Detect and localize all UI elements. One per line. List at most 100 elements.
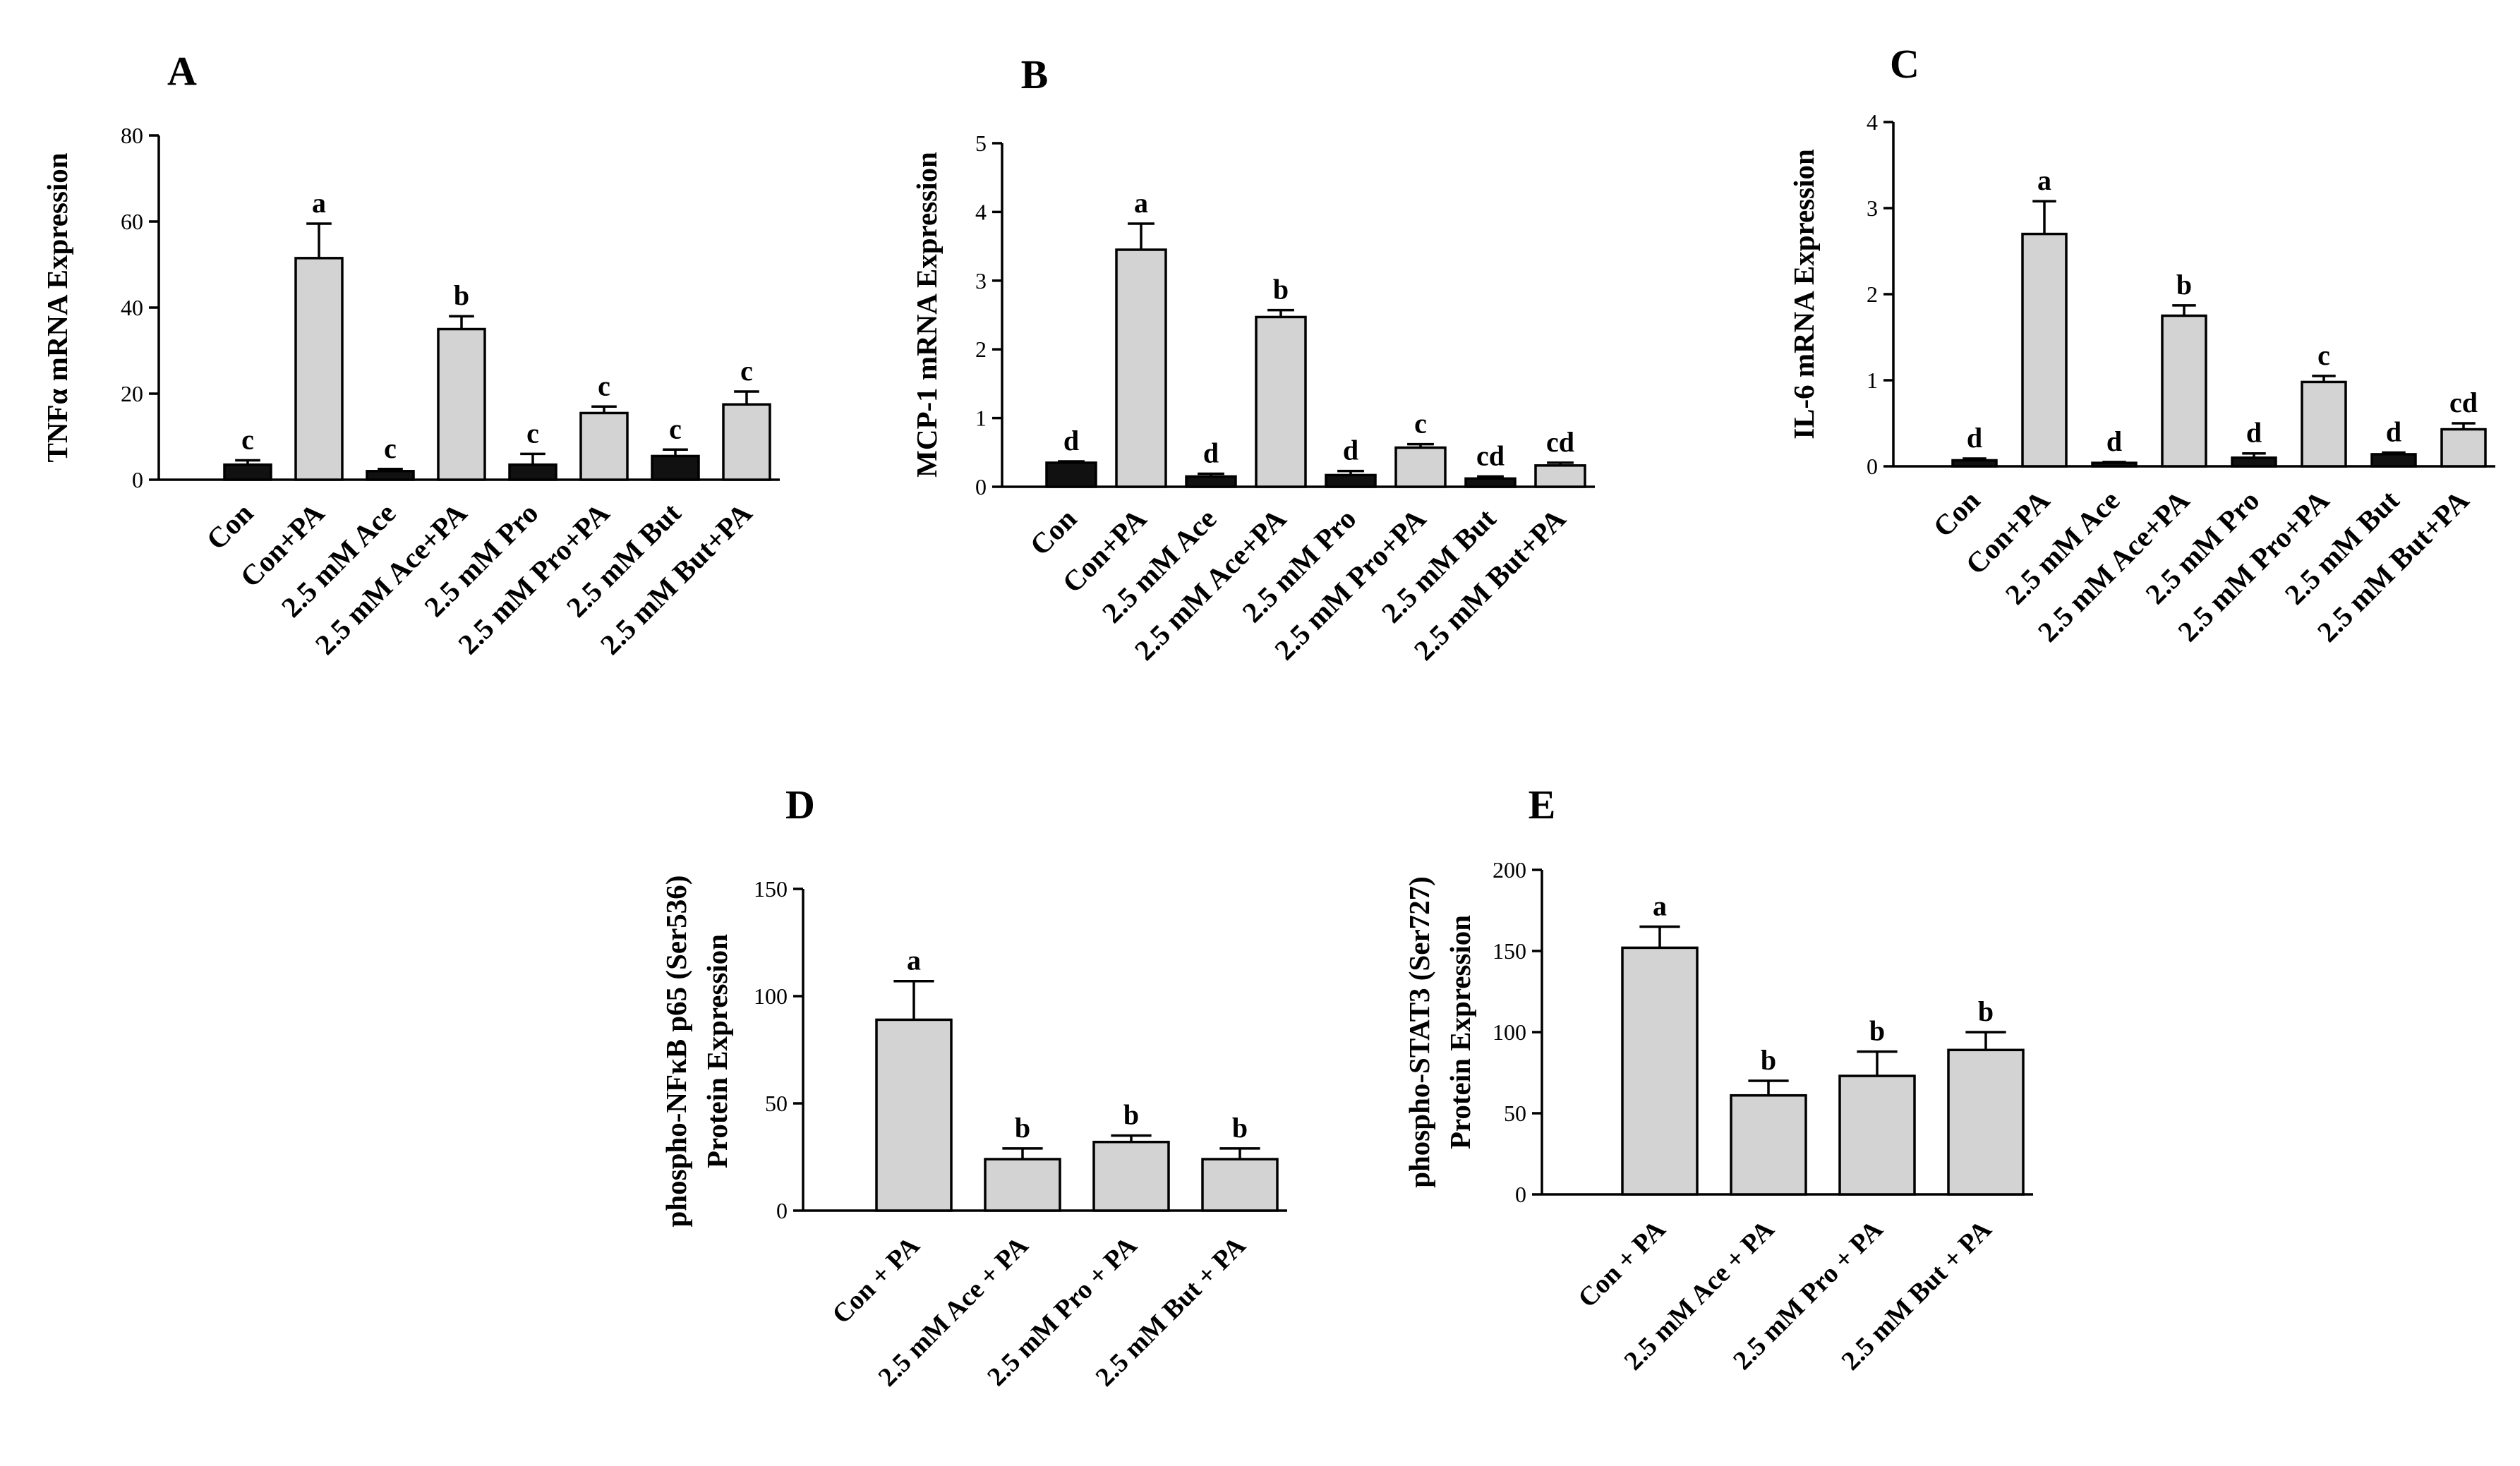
significance-label: b [1123, 1099, 1139, 1131]
bar [2440, 428, 2487, 468]
y-axis-label: MCP-1 mRNA Expression [910, 152, 943, 478]
bar [1947, 1048, 2025, 1196]
panel-letter: E [1529, 782, 1556, 828]
significance-label: a [1134, 187, 1148, 219]
y-axis-label: TNFα mRNA Expression [41, 152, 73, 462]
significance-label: d [1203, 437, 1219, 468]
y-tick-label: 50 [765, 1091, 788, 1116]
bar [1951, 459, 1998, 468]
bar [875, 1018, 953, 1212]
y-tick-label: 2 [1867, 281, 1878, 307]
panel-letter: C [1890, 41, 1919, 87]
significance-label: a [312, 187, 326, 219]
bar [2301, 380, 2347, 468]
bar [1045, 461, 1097, 488]
y-tick-label: 100 [754, 983, 788, 1009]
significance-label: b [1869, 1015, 1885, 1047]
y-tick-label: 4 [975, 199, 987, 224]
y-tick-label: 3 [975, 268, 987, 293]
panel-letter: D [785, 782, 815, 828]
bar [1255, 315, 1307, 488]
x-tick-label: Con [1927, 484, 1986, 543]
panel-c: CIL-6 mRNA Expression01234dConaCon+PAd2.… [1787, 41, 2495, 648]
significance-label: d [1967, 422, 1982, 454]
bar [1325, 473, 1377, 488]
bar [579, 411, 629, 481]
y-axis-label-2: Protein Expression [1444, 915, 1476, 1149]
bar [2161, 314, 2207, 468]
y-tick-label: 40 [121, 295, 143, 320]
bar [508, 463, 557, 481]
bar [651, 454, 700, 481]
significance-label: cd [1476, 440, 1505, 471]
significance-label: c [384, 432, 397, 464]
significance-label: c [1414, 408, 1427, 440]
significance-label: b [454, 279, 469, 311]
significance-label: b [1761, 1044, 1776, 1076]
bar [437, 327, 486, 481]
bar [722, 403, 771, 481]
y-tick-label: 5 [975, 131, 987, 156]
significance-label: c [740, 355, 753, 387]
y-tick-label: 0 [776, 1198, 788, 1223]
y-tick-label: 4 [1867, 109, 1878, 135]
bar [223, 463, 272, 481]
significance-label: d [2246, 417, 2262, 449]
significance-label: d [2106, 425, 2122, 457]
bar [1534, 464, 1586, 488]
y-tick-label: 200 [1493, 857, 1526, 883]
significance-label: c [669, 413, 682, 444]
bar [1838, 1074, 1916, 1196]
significance-label: cd [1546, 426, 1574, 458]
bar [984, 1158, 1061, 1212]
x-tick-label: Con [1023, 502, 1083, 562]
bar [2231, 456, 2277, 468]
significance-label: b [1015, 1112, 1030, 1144]
y-axis-label: phospho-STAT3 (Ser727) [1403, 876, 1435, 1188]
significance-label: a [1653, 890, 1667, 922]
y-axis-label: IL-6 mRNA Expression [1787, 149, 1820, 440]
bar [2091, 461, 2138, 468]
significance-label: b [2176, 269, 2192, 301]
y-tick-label: 0 [132, 467, 143, 492]
bar [1730, 1094, 1807, 1196]
bar [2370, 453, 2417, 468]
significance-label: c [526, 417, 539, 449]
significance-label: d [1343, 435, 1358, 466]
y-tick-label: 1 [975, 406, 987, 431]
panel-letter: B [1021, 52, 1049, 97]
significance-label: d [1063, 425, 1079, 456]
bar [1115, 248, 1167, 488]
y-tick-label: 0 [1867, 454, 1878, 479]
significance-label: a [2037, 164, 2051, 196]
y-tick-label: 1 [1867, 368, 1878, 393]
y-tick-label: 3 [1867, 195, 1878, 221]
significance-label: b [1232, 1112, 1248, 1144]
bar [1201, 1158, 1279, 1212]
bar [1464, 477, 1517, 488]
y-tick-label: 150 [754, 876, 788, 902]
significance-label: c [2317, 339, 2330, 371]
y-tick-label: 0 [1515, 1182, 1526, 1207]
y-tick-label: 150 [1493, 938, 1526, 964]
y-tick-label: 50 [1504, 1101, 1526, 1126]
bar [1394, 446, 1447, 488]
y-tick-label: 0 [975, 474, 987, 499]
significance-label: b [1273, 274, 1289, 305]
bar [1092, 1140, 1170, 1212]
x-tick-label: Con + PA [826, 1230, 925, 1329]
bar [294, 257, 344, 481]
significance-label: d [2386, 416, 2401, 447]
bar [2021, 232, 2068, 468]
significance-label: b [1978, 995, 1994, 1027]
x-tick-label: Con [200, 497, 259, 556]
bar [1185, 475, 1237, 488]
y-tick-label: 80 [121, 123, 143, 148]
panel-letter: A [167, 48, 197, 94]
bar [1621, 946, 1699, 1196]
